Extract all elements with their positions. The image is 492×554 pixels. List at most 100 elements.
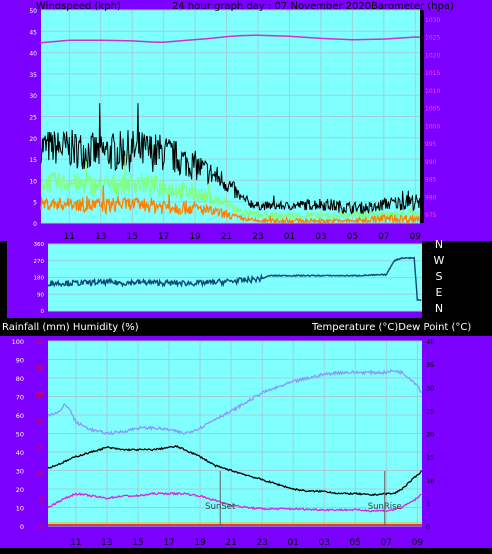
sun-event-label: SunSet bbox=[205, 502, 236, 512]
compass-label: S bbox=[436, 270, 443, 283]
direction-left-band bbox=[0, 241, 7, 318]
wind-speed-tick-label: 35 bbox=[29, 72, 37, 79]
compass-label: N bbox=[435, 302, 443, 315]
temp-x-tick-label: 07 bbox=[381, 538, 392, 548]
temperature-tick-label: 5 bbox=[426, 500, 430, 508]
compass-label: E bbox=[436, 286, 443, 299]
wind-x-tick-label: 17 bbox=[158, 232, 169, 242]
wind-x-tick-label: 15 bbox=[126, 232, 137, 242]
wind-speed-tick-label: 30 bbox=[29, 93, 37, 100]
wind-x-tick-label: 05 bbox=[347, 232, 358, 242]
barometer-tick-label: 1025 bbox=[425, 35, 440, 42]
direction-tick-label: 90 bbox=[37, 292, 44, 298]
temperature-right-title: Temperature (°C)Dew Point (°C) bbox=[311, 322, 471, 333]
rainfall-ticks: 0 5 10 15 20 25 30 35 bbox=[36, 338, 44, 531]
temperature-line bbox=[47, 444, 422, 497]
barometer-tick-label: 1000 bbox=[425, 123, 440, 130]
direction-line bbox=[47, 256, 422, 302]
temperature-tick-label: 30 bbox=[426, 384, 434, 392]
wind-x-tick-label: 19 bbox=[189, 232, 201, 242]
temp-left-band bbox=[0, 336, 48, 548]
wind-left-band bbox=[0, 0, 32, 241]
humidity-tick-label: 50 bbox=[16, 431, 24, 439]
wind-x-ticks: 11 13 15 17 19 21 23 01 03 05 07 09 bbox=[64, 232, 422, 242]
wind-x-tick-label: 07 bbox=[378, 232, 389, 242]
direction-axis-strip bbox=[7, 241, 48, 318]
barometer-tick-label: 1020 bbox=[425, 52, 440, 59]
rainfall-tick-label: 35 bbox=[36, 338, 44, 346]
temp-x-tick-label: 21 bbox=[225, 538, 236, 548]
temp-x-tick-label: 03 bbox=[319, 538, 330, 548]
wind-chart-title: 24 hour graph day : 07 November 2020 bbox=[172, 1, 371, 12]
wind-x-tick-label: 21 bbox=[221, 232, 232, 242]
direction-tick-label: 360 bbox=[34, 242, 45, 248]
humidity-tick-label: 20 bbox=[16, 486, 24, 494]
temperature-tick-label: 35 bbox=[426, 361, 434, 369]
humidity-tick-label: 40 bbox=[16, 449, 24, 457]
temp-xtick-strip bbox=[48, 526, 422, 548]
direction-ticks: 0 90 180 270 360 bbox=[34, 242, 45, 315]
temp-x-ticks: 11 13 15 17 19 21 23 01 03 05 07 09 bbox=[70, 538, 423, 548]
temp-x-tick-label: 11 bbox=[70, 538, 81, 548]
temp-series bbox=[47, 369, 422, 526]
wind-x-tick-label: 01 bbox=[284, 232, 295, 242]
temp-right-band bbox=[422, 336, 492, 548]
wind-top-band bbox=[32, 0, 424, 10]
humidity-ticks: 0 10 20 30 40 50 60 70 80 90 100 bbox=[12, 338, 24, 531]
barometer-tick-label: 1030 bbox=[425, 17, 440, 24]
sun-annotations: SunSet SunRise bbox=[205, 471, 402, 526]
wind-average-line bbox=[40, 155, 421, 222]
direction-bottom-strip bbox=[48, 311, 422, 318]
wind-left-axis-strip bbox=[32, 10, 41, 241]
wind-speed-tick-label: 25 bbox=[29, 115, 37, 122]
rainfall-tick-label: 5 bbox=[40, 497, 44, 505]
wind-right-band bbox=[424, 0, 492, 241]
wind-speed-tick-label: 40 bbox=[29, 51, 37, 58]
temperature-tick-label: 10 bbox=[426, 477, 434, 485]
rainfall-tick-label: 10 bbox=[36, 470, 44, 478]
barometer-tick-label: 990 bbox=[425, 159, 437, 166]
wind-x-tick-label: 13 bbox=[95, 232, 106, 242]
direction-series bbox=[47, 256, 422, 302]
barometer-tick-label: 1015 bbox=[425, 70, 440, 77]
humidity-tick-label: 30 bbox=[16, 468, 24, 476]
wind-speed-tick-label: 0 bbox=[33, 221, 37, 228]
wind-left-title: Windspeed (kph) bbox=[36, 1, 121, 12]
humidity-tick-label: 70 bbox=[16, 394, 24, 402]
temperature-tick-label: 25 bbox=[426, 407, 434, 415]
humidity-left-title: Rainfall (mm) Humidity (%) bbox=[2, 322, 139, 333]
humidity-tick-label: 100 bbox=[12, 338, 24, 346]
wind-speed-ticks: 0 5 10 15 20 25 30 35 40 45 50 bbox=[29, 8, 37, 228]
temp-top-strip bbox=[48, 336, 422, 341]
barometer-line bbox=[40, 34, 421, 44]
humidity-tick-label: 10 bbox=[16, 505, 24, 513]
wind-x-tick-label: 11 bbox=[64, 232, 75, 242]
temp-grid bbox=[48, 340, 422, 527]
temp-x-tick-label: 15 bbox=[132, 538, 143, 548]
rainfall-tick-label: 25 bbox=[36, 391, 44, 399]
compass-label: N bbox=[435, 238, 443, 251]
sun-event-label: SunRise bbox=[368, 502, 402, 512]
barometer-tick-label: 1010 bbox=[425, 88, 440, 95]
wind-x-tick-label: 23 bbox=[252, 232, 263, 242]
dewpoint-line bbox=[47, 491, 422, 513]
rainfall-tick-label: 0 bbox=[40, 523, 44, 531]
rainfall-tick-label: 20 bbox=[36, 417, 44, 425]
rainfall-tick-label: 30 bbox=[36, 364, 44, 372]
temp-x-tick-label: 05 bbox=[350, 538, 361, 548]
wind-xtick-strip bbox=[41, 223, 424, 241]
temp-x-tick-label: 19 bbox=[194, 538, 206, 548]
temperature-ticks: 0 5 10 15 20 25 30 35 40 bbox=[426, 338, 434, 531]
temperature-tick-label: 15 bbox=[426, 454, 434, 462]
barometer-tick-label: 985 bbox=[425, 177, 437, 184]
barometer-tick-label: 995 bbox=[425, 141, 437, 148]
barometer-tick-label: 975 bbox=[425, 212, 437, 219]
direction-grid bbox=[48, 243, 422, 312]
temp-x-tick-label: 01 bbox=[287, 538, 298, 548]
wind-speed-tick-label: 5 bbox=[33, 200, 37, 207]
barometer-tick-label: 1005 bbox=[425, 106, 440, 113]
humidity-line bbox=[47, 369, 422, 436]
